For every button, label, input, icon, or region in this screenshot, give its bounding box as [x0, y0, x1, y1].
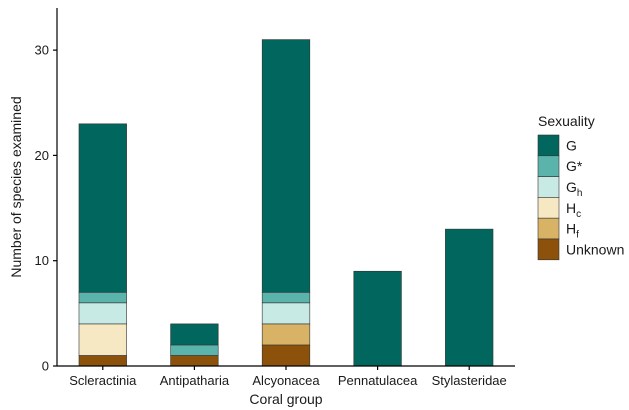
bar-segment — [353, 270, 402, 367]
legend-title: Sexuality — [538, 113, 595, 129]
bar-segment — [170, 344, 219, 356]
y-tick-label: 0 — [42, 359, 49, 374]
y-axis-ticks: 0 10 20 30 — [35, 43, 57, 374]
x-tick-label: Pennatulacea — [338, 373, 418, 388]
bar-segment — [78, 302, 127, 325]
legend-key — [537, 197, 560, 219]
legend-label: Unknown — [566, 241, 624, 257]
bar-segment — [78, 123, 127, 293]
legend-label: Gh — [566, 179, 582, 199]
x-tick-label: Stylasteridae — [432, 373, 507, 388]
x-tick-label: Alcyonacea — [252, 373, 320, 388]
legend-key — [537, 238, 560, 261]
bar-segment — [78, 355, 127, 367]
bar-segment — [261, 344, 311, 367]
x-axis-ticks: Scleractinia Antipatharia Alcyonacea Pennat… — [69, 366, 507, 388]
bar-segment — [78, 323, 127, 356]
x-tick-label: Antipatharia — [160, 373, 230, 388]
y-axis-title: Number of species examined — [8, 96, 24, 277]
bar-segment — [170, 323, 219, 346]
legend-key — [537, 155, 560, 177]
legend-key — [537, 134, 560, 157]
bars-group — [78, 39, 494, 367]
x-axis-title: Coral group — [249, 391, 322, 407]
legend-label: Hc — [566, 200, 581, 220]
y-tick-label: 30 — [35, 43, 49, 58]
bar-segment — [261, 302, 311, 325]
legend-label: G — [566, 137, 577, 153]
bar-segment — [170, 355, 219, 367]
bar-segment — [261, 323, 311, 346]
y-tick-label: 10 — [35, 253, 49, 268]
y-tick-label: 20 — [35, 148, 49, 163]
bar-segment — [261, 291, 311, 304]
bar-segment — [78, 291, 127, 304]
bar-segment — [445, 228, 494, 367]
x-tick-label: Scleractinia — [69, 373, 137, 388]
bar-segment — [261, 39, 311, 293]
legend-label: G* — [566, 158, 583, 174]
legend-key — [537, 217, 560, 240]
legend-key — [537, 176, 560, 198]
legend-label: Hf — [566, 221, 579, 241]
